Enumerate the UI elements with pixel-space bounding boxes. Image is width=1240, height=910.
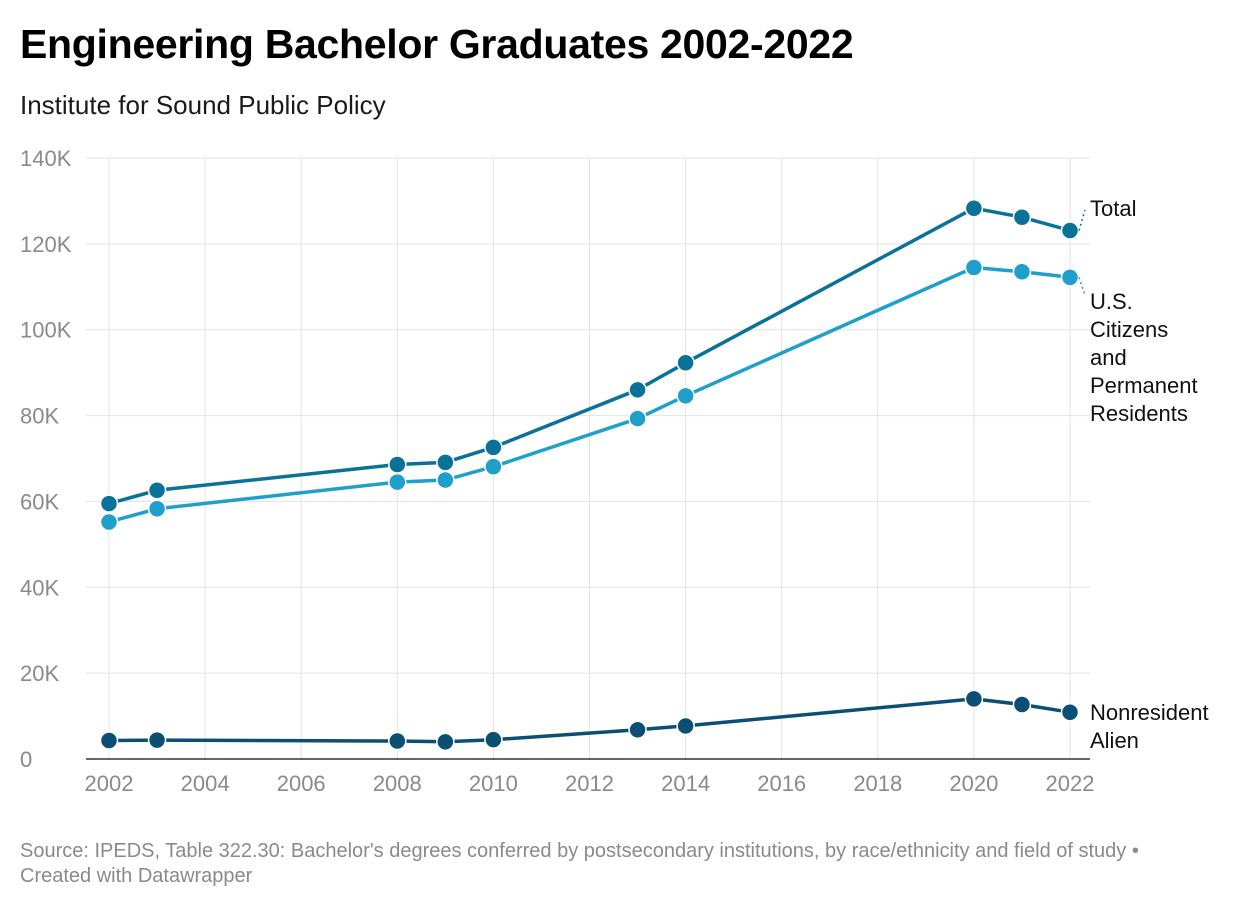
- data-point: [484, 730, 503, 749]
- data-point: [388, 472, 407, 492]
- x-tick-label: 2002: [85, 771, 134, 796]
- y-tick-label: 80K: [20, 404, 59, 429]
- data-point: [1012, 262, 1032, 282]
- data-point: [436, 732, 455, 752]
- data-point: [676, 353, 695, 373]
- series-label-line: Residents: [1090, 401, 1188, 426]
- x-tick-label: 2010: [469, 771, 518, 796]
- series-line: [107, 265, 1072, 524]
- y-axis-tick-labels: 0 20K 40K 60K 80K 100K 120K 140K: [20, 146, 72, 772]
- series-label-line: and: [1090, 345, 1127, 370]
- series-label-total: Total: [1090, 196, 1136, 221]
- data-point: [1060, 702, 1080, 722]
- series-label-line: Nonresident: [1090, 700, 1209, 725]
- series-line: [107, 697, 1072, 744]
- label-connector: [1078, 277, 1086, 296]
- series-label-line: Alien: [1090, 728, 1139, 753]
- data-point: [628, 380, 647, 400]
- x-tick-label: 2008: [373, 771, 422, 796]
- label-connector: [1078, 209, 1086, 231]
- series-label-nonresident-alien: Nonresident Alien: [1090, 700, 1209, 753]
- data-point: [99, 494, 119, 513]
- series-label-line: Total: [1090, 196, 1136, 221]
- data-point: [964, 198, 984, 218]
- y-tick-label: 60K: [20, 489, 59, 514]
- data-point: [1012, 695, 1032, 714]
- x-tick-label: 2004: [181, 771, 230, 796]
- data-point: [436, 453, 455, 472]
- x-tick-label: 2006: [277, 771, 326, 796]
- x-tick-label: 2020: [949, 771, 998, 796]
- data-point: [484, 438, 503, 457]
- series-label-line: Citizens: [1090, 317, 1168, 342]
- series-layer: [99, 198, 1080, 752]
- data-point: [628, 720, 647, 740]
- y-tick-label: 40K: [20, 575, 59, 600]
- y-tick-label: 100K: [20, 318, 72, 343]
- series-nonresident-alien: [99, 689, 1080, 752]
- x-tick-label: 2018: [853, 771, 902, 796]
- x-tick-label: 2012: [565, 771, 614, 796]
- data-point: [676, 386, 695, 406]
- x-tick-label: 2016: [757, 771, 806, 796]
- series-line: [107, 206, 1072, 506]
- data-point: [1060, 268, 1080, 287]
- data-point: [147, 499, 167, 518]
- series-label-u-s-citizens-and-permanent-residents: U.S. Citizens and Permanent Residents: [1090, 289, 1198, 426]
- data-point: [484, 457, 503, 476]
- data-point: [1060, 221, 1080, 240]
- chart-title: Engineering Bachelor Graduates 2002-2022: [20, 21, 854, 67]
- data-point: [147, 481, 167, 500]
- x-tick-label: 2022: [1046, 771, 1095, 796]
- x-axis-tick-labels: 2002 2004 2006 2008 2010 2012 2014 2016 2018 2020…: [85, 771, 1095, 796]
- x-tick-label: 2014: [661, 771, 710, 796]
- data-point: [964, 689, 984, 709]
- data-point: [99, 731, 119, 750]
- chart-subtitle: Institute for Sound Public Policy: [20, 90, 386, 120]
- series-labels: Total U.S. Citizens and Permanent Residents No…: [1078, 196, 1209, 753]
- series-label-line: U.S.: [1090, 289, 1133, 314]
- series-label-line: Permanent: [1090, 373, 1198, 398]
- data-point: [964, 258, 984, 277]
- data-point: [1012, 207, 1032, 227]
- data-point: [628, 409, 647, 428]
- y-tick-label: 120K: [20, 232, 72, 257]
- y-tick-label: 140K: [20, 146, 72, 171]
- data-point: [99, 512, 119, 532]
- y-tick-label: 20K: [20, 661, 59, 686]
- series-u-s-citizens-and-permanent-residents: [99, 258, 1080, 532]
- x-gridlines: [108, 158, 1071, 759]
- y-gridlines: [86, 157, 1090, 674]
- data-point: [436, 470, 455, 490]
- source-note: Source: IPEDS, Table 322.30: Bachelor's …: [20, 840, 1139, 887]
- data-point: [676, 716, 695, 736]
- data-point: [147, 730, 167, 750]
- y-tick-label: 0: [20, 747, 32, 772]
- data-point: [388, 731, 407, 751]
- data-point: [388, 455, 407, 474]
